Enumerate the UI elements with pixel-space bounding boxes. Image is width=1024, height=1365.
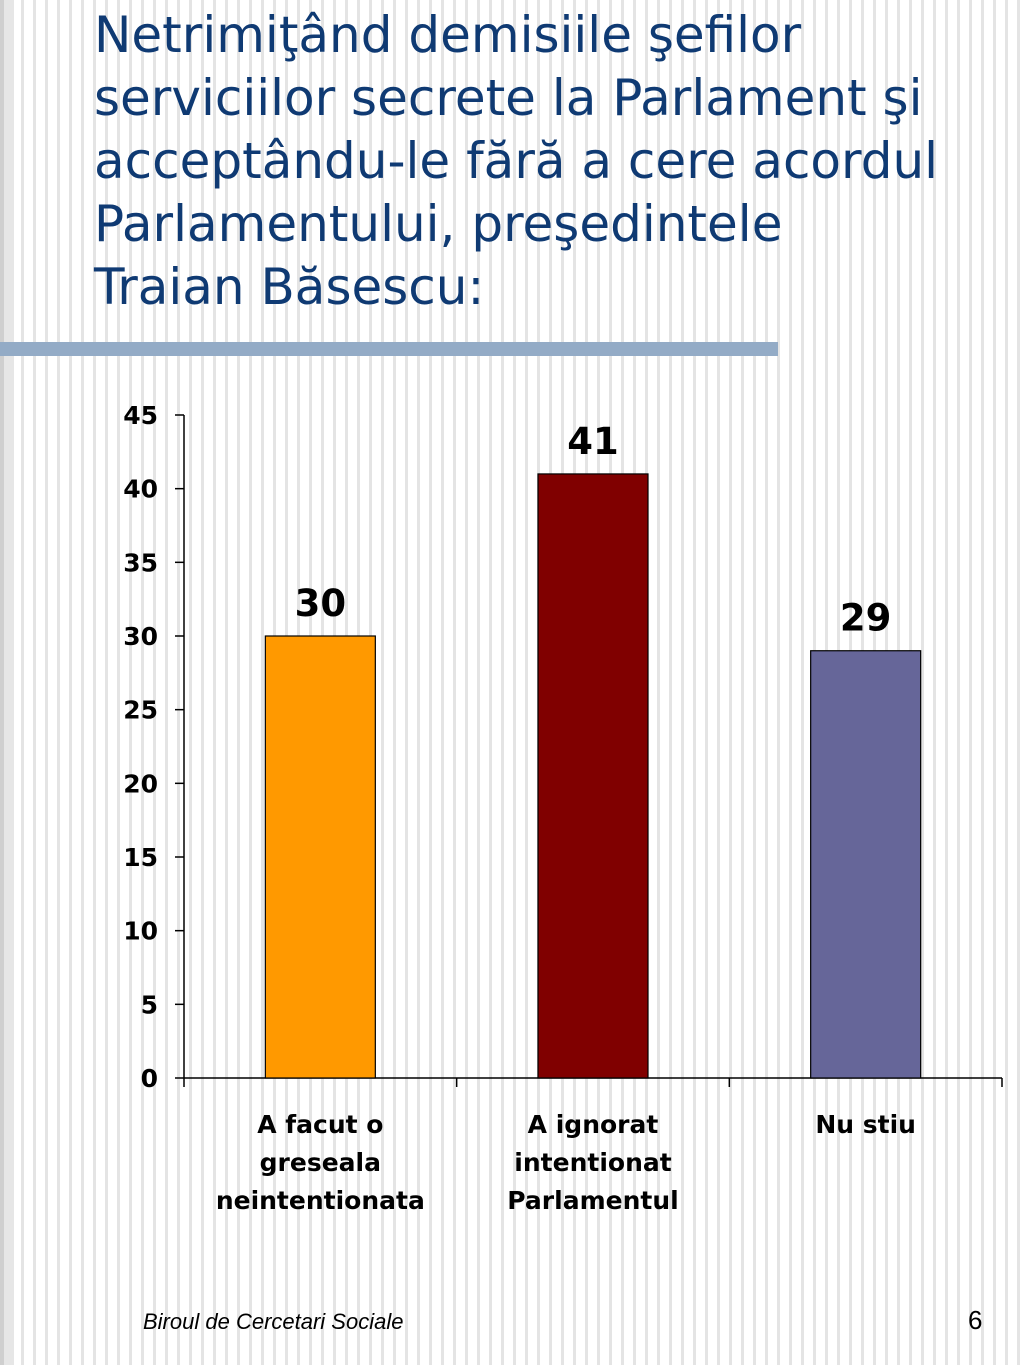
- value-labels: 30 41 29: [295, 420, 892, 640]
- category-label: Nu stiu: [815, 1110, 916, 1139]
- category-label: Parlamentul: [507, 1186, 678, 1215]
- y-tick-label: 45: [123, 401, 158, 430]
- slide-title-line-5: Traian Băsescu:: [94, 258, 485, 316]
- category-label: neintentionata: [216, 1186, 425, 1215]
- footer-source: Biroul de Cercetari Sociale: [143, 1309, 404, 1334]
- slide-title-line-1: Netrimiţând demisiile şefilor: [94, 6, 802, 64]
- bar: [537, 473, 649, 1079]
- y-tick-label: 0: [141, 1064, 158, 1093]
- y-tick-label: 20: [123, 769, 158, 798]
- bar-value-label: 29: [840, 597, 892, 640]
- slide-title-line-4: Parlamentului, preşedintele: [94, 195, 783, 253]
- category-label: greseala: [260, 1148, 381, 1177]
- y-tick-label: 5: [141, 990, 158, 1019]
- y-tick-label: 30: [123, 622, 158, 651]
- bar: [264, 635, 376, 1079]
- category-label: A facut o: [257, 1110, 383, 1139]
- y-tick-label: 10: [123, 917, 158, 946]
- category-labels: A facut o greseala neintentionata A ignorat…: [216, 1110, 916, 1215]
- slide-title: Netrimiţând demisiile şefilor serviciilo…: [94, 4, 1014, 319]
- bars: [264, 473, 922, 1079]
- y-tick-label: 40: [123, 475, 158, 504]
- category-label: A ignorat: [528, 1110, 659, 1139]
- slide-title-line-2: serviciilor secrete la Parlament şi: [94, 69, 923, 127]
- bar-value-label: 41: [567, 420, 619, 463]
- title-underline-rule: [0, 342, 778, 356]
- bar: [810, 650, 922, 1079]
- slide-title-line-3: acceptându-le fără a cere acordul: [94, 132, 939, 190]
- bar-value-label: 30: [295, 582, 347, 625]
- y-tick-label: 15: [123, 843, 158, 872]
- y-tick-label: 25: [123, 696, 158, 725]
- y-tick-label: 35: [123, 548, 158, 577]
- page-number: 6: [968, 1305, 983, 1335]
- category-label: intentionat: [514, 1148, 671, 1177]
- x-axis: [183, 1077, 1003, 1087]
- y-axis: 0 5 10 15 20 25 30 35 40 45: [123, 401, 185, 1093]
- bar-chart: 0 5 10 15 20 25 30 35 40 45 30 41 29 A facut o grese…: [123, 401, 1003, 1215]
